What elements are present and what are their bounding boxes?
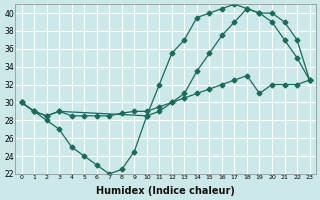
- X-axis label: Humidex (Indice chaleur): Humidex (Indice chaleur): [96, 186, 235, 196]
